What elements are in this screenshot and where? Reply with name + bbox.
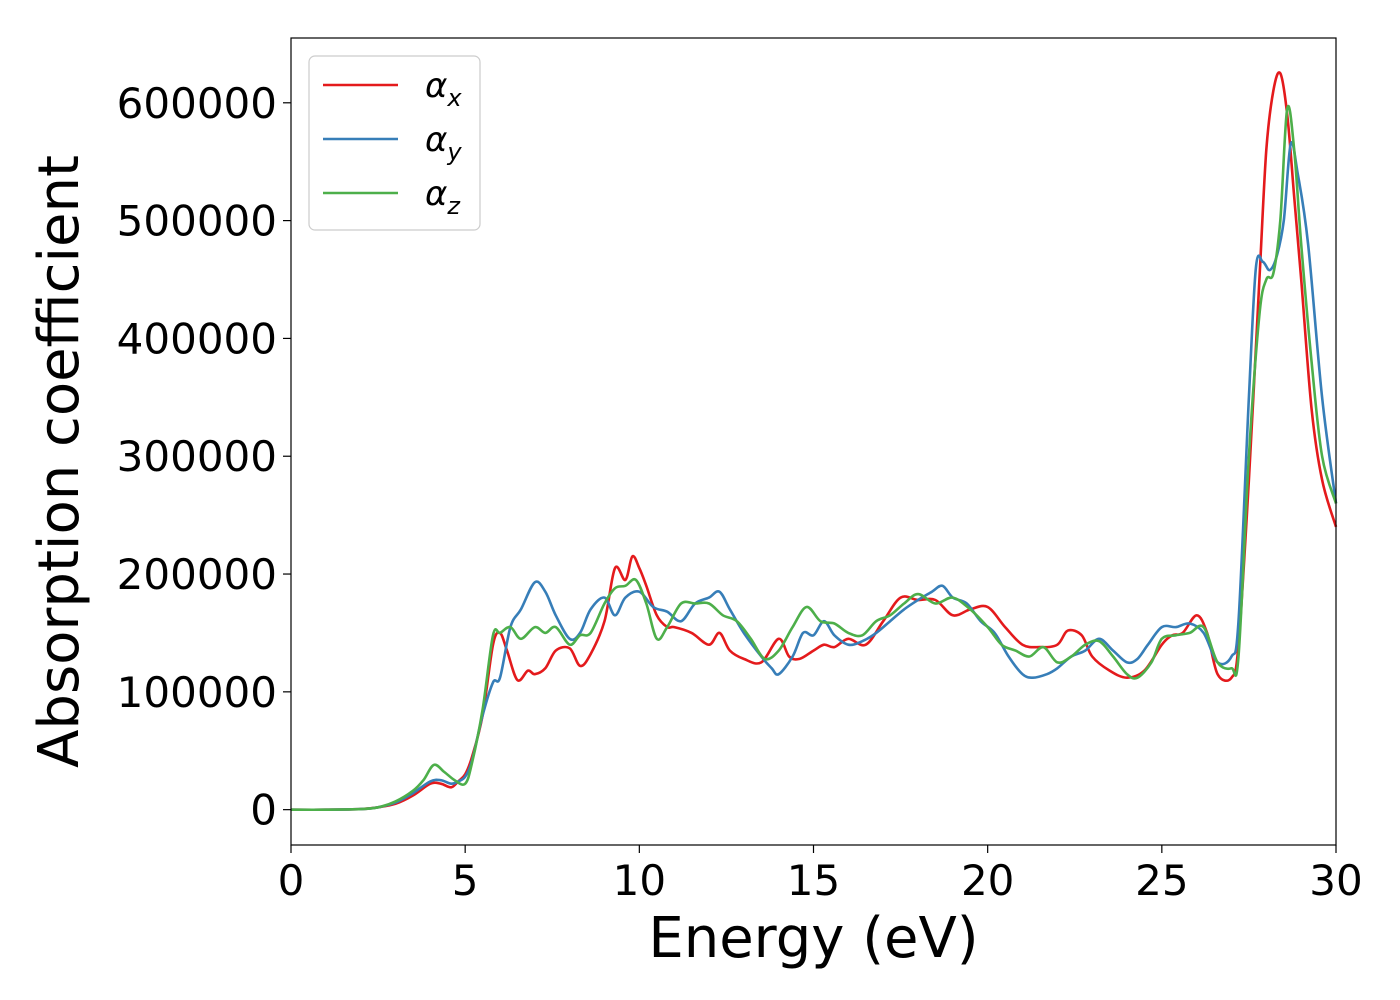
plot-frame xyxy=(290,37,1337,846)
legend-label: αy xyxy=(425,120,462,166)
legend-label-symbol: α xyxy=(425,174,447,214)
legend-box xyxy=(308,55,481,231)
x-tick-label: 20 xyxy=(961,856,1014,905)
x-tick-label: 10 xyxy=(613,856,666,905)
y-tick-label: 200000 xyxy=(117,550,277,599)
x-axis: 0 5 10 15 20 25 30 xyxy=(278,845,1363,905)
y-axis: 0 100000 200000 300000 400000 500000 600000 xyxy=(117,79,291,835)
legend-label-subscript: x xyxy=(446,84,462,112)
y-tick-label: 600000 xyxy=(117,79,277,128)
y-tick-label: 0 xyxy=(250,786,277,835)
legend-label-subscript: z xyxy=(446,192,461,220)
legend-label-symbol: α xyxy=(425,120,447,160)
x-tick-label: 25 xyxy=(1135,856,1188,905)
y-tick-label: 100000 xyxy=(117,668,277,717)
y-tick-label: 500000 xyxy=(117,197,277,246)
x-axis-title: Energy (eV) xyxy=(648,906,978,971)
legend-label: αx xyxy=(425,66,462,112)
y-tick-label: 300000 xyxy=(117,432,277,481)
series-line-alpha-y xyxy=(290,141,1338,812)
series-line-alpha-z xyxy=(290,104,1338,812)
x-tick-label: 0 xyxy=(278,856,305,905)
plot-series xyxy=(290,71,1338,812)
y-tick-label: 400000 xyxy=(117,314,277,363)
x-tick-label: 15 xyxy=(787,856,840,905)
legend-label-subscript: y xyxy=(446,138,462,166)
legend-label: αz xyxy=(425,174,461,220)
y-axis-title: Absorption coefficient xyxy=(27,155,92,768)
x-tick-label: 5 xyxy=(452,856,479,905)
x-tick-label: 30 xyxy=(1309,856,1362,905)
legend-label-symbol: α xyxy=(425,66,447,106)
